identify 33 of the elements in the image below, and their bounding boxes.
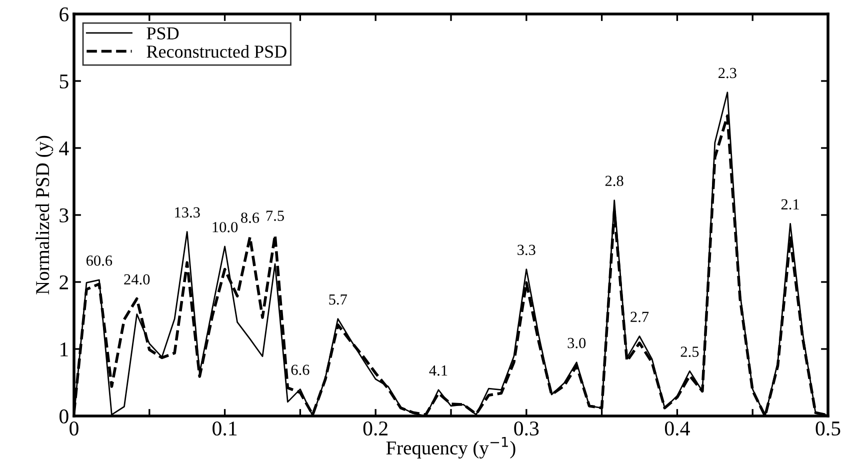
annotation: 3.0: [568, 338, 586, 348]
annotation: 5.7: [329, 294, 348, 305]
y-tick-label: 4: [59, 142, 69, 156]
y-tick-label: 1: [60, 342, 68, 356]
x-tick-label: 0.2: [363, 421, 388, 436]
annotation: 6.6: [291, 364, 310, 376]
x-tick-label: 0.4: [664, 421, 690, 436]
annotation: 60.6: [86, 255, 112, 266]
annotation: 3.3: [518, 244, 536, 256]
x-axis-title: Frequency (y$^{−1}$): [386, 436, 516, 459]
legend-label: PSD: [146, 27, 179, 40]
annotation: 13.3: [175, 207, 200, 218]
y-axis-title: Normalized PSD (y): [35, 136, 54, 294]
x-tick-label: 0.1: [212, 421, 237, 436]
y-tick-label: 0: [60, 409, 68, 424]
annotation: 2.7: [630, 312, 649, 322]
annotation: 2.5: [680, 346, 699, 357]
x-tick-label: 0.3: [514, 421, 539, 436]
annotation: 8.6: [241, 212, 260, 223]
annotation: 2.3: [718, 68, 736, 78]
y-tick-label: 2: [60, 275, 68, 290]
legend-label: Reconstructed PSD: [146, 45, 286, 58]
y-tick-label: 5: [60, 74, 68, 88]
annotation: 2.8: [605, 176, 624, 186]
annotation: 7.5: [266, 210, 284, 221]
x-tick-label: 0.5: [816, 421, 840, 436]
annotation: 4.1: [429, 365, 448, 376]
y-tick-label: 3: [60, 208, 68, 222]
annotation: 24.0: [124, 274, 150, 285]
x-tick-label: 0: [70, 421, 78, 436]
y-tick-label: 6: [60, 7, 69, 22]
annotation: 2.1: [781, 199, 799, 210]
annotation: 10.0: [212, 222, 238, 232]
